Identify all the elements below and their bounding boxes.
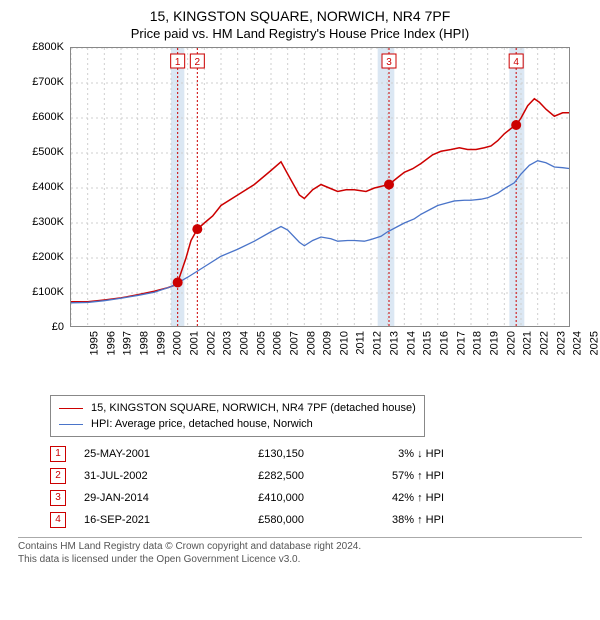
event-diff: 38% ↑ HPI: [334, 514, 444, 526]
svg-text:1: 1: [175, 57, 181, 68]
legend-swatch-property: [59, 408, 83, 409]
event-diff: 42% ↑ HPI: [334, 492, 444, 504]
x-axis-labels: 1995199619971998199920002001200220032004…: [70, 329, 570, 389]
event-index-box: 2: [50, 468, 66, 484]
credits-line2: This data is licensed under the Open Gov…: [18, 554, 582, 567]
event-index-box: 3: [50, 490, 66, 506]
svg-text:2: 2: [195, 57, 201, 68]
event-date: 29-JAN-2014: [84, 492, 204, 504]
event-price: £410,000: [204, 492, 334, 504]
event-date: 25-MAY-2001: [84, 448, 204, 460]
legend-swatch-hpi: [59, 424, 83, 425]
legend-label-property: 15, KINGSTON SQUARE, NORWICH, NR4 7PF (d…: [91, 402, 416, 414]
event-date: 31-JUL-2002: [84, 470, 204, 482]
event-price: £282,500: [204, 470, 334, 482]
event-diff: 57% ↑ HPI: [334, 470, 444, 482]
event-row: 3 29-JAN-2014£410,00042% ↑ HPI: [50, 487, 580, 509]
events-table: 1 25-MAY-2001£130,1503% ↓ HPI 2 31-JUL-2002…: [50, 443, 580, 531]
event-index-box: 4: [50, 512, 66, 528]
event-row: 4 16-SEP-2021£580,00038% ↑ HPI: [50, 509, 580, 531]
price-chart-card: { "title_line1": "15, KINGSTON SQUARE, N…: [0, 0, 600, 574]
event-index-box: 1: [50, 446, 66, 462]
event-row: 2 31-JUL-2002£282,50057% ↑ HPI: [50, 465, 580, 487]
credits-box: Contains HM Land Registry data © Crown c…: [18, 537, 582, 566]
svg-text:3: 3: [386, 57, 392, 68]
legend-box: 15, KINGSTON SQUARE, NORWICH, NR4 7PF (d…: [50, 395, 425, 437]
legend-label-hpi: HPI: Average price, detached house, Norw…: [91, 418, 313, 430]
event-date: 16-SEP-2021: [84, 514, 204, 526]
event-diff: 3% ↓ HPI: [334, 448, 444, 460]
event-price: £580,000: [204, 514, 334, 526]
event-price: £130,150: [204, 448, 334, 460]
credits-line1: Contains HM Land Registry data © Crown c…: [18, 541, 582, 554]
plot-region: 1 2 3 4: [70, 47, 570, 327]
chart-title-subtitle: Price paid vs. HM Land Registry's House …: [8, 26, 592, 41]
chart-area: £0£100K£200K£300K£400K£500K£600K£700K£80…: [20, 47, 580, 347]
y-axis-labels: £0£100K£200K£300K£400K£500K£600K£700K£80…: [20, 47, 68, 327]
event-row: 1 25-MAY-2001£130,1503% ↓ HPI: [50, 443, 580, 465]
svg-text:4: 4: [513, 57, 519, 68]
chart-title-address: 15, KINGSTON SQUARE, NORWICH, NR4 7PF: [8, 8, 592, 24]
